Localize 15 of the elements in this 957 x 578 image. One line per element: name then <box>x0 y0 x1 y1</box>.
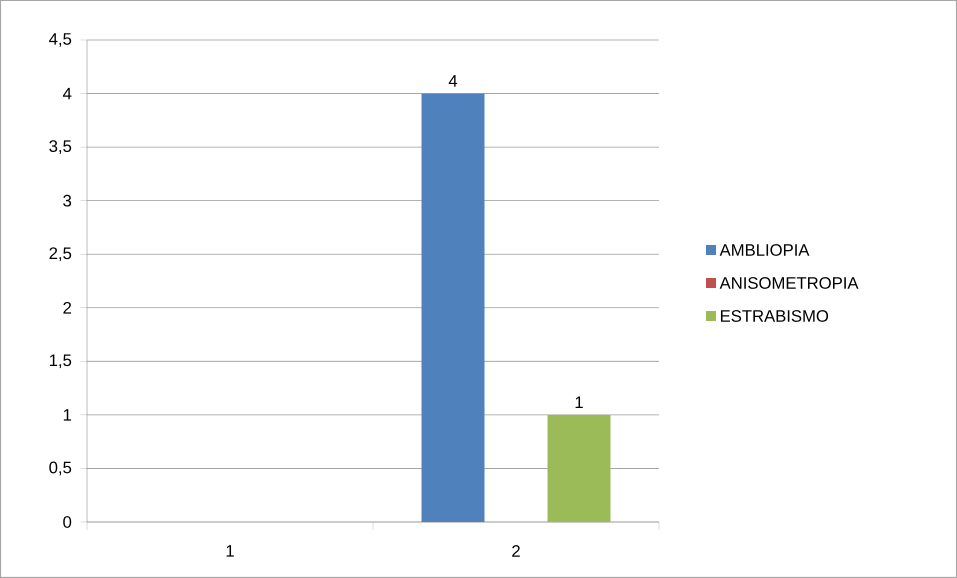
y-tick-label: 2,5 <box>50 247 72 262</box>
y-tick-label: 4 <box>62 88 72 100</box>
data-label: 1 <box>576 396 583 408</box>
y-tick-label: 0 <box>63 516 72 528</box>
y-tick-label: 1 <box>64 409 72 421</box>
data-label: 4 <box>448 75 458 87</box>
y-tick-label: 1,5 <box>50 354 72 368</box>
y-tick-label: 3,5 <box>49 140 72 154</box>
legend-label: ANISOMETROPIA <box>720 277 858 289</box>
y-tick-label: 4,5 <box>49 33 72 47</box>
y-tick-label: 2 <box>63 302 72 314</box>
legend-label: AMBLIOPIA <box>720 244 810 256</box>
legend-label: ESTRABISMO <box>720 310 828 322</box>
y-tick-label: 0,5 <box>49 462 72 476</box>
y-tick-label: 3 <box>63 194 72 207</box>
